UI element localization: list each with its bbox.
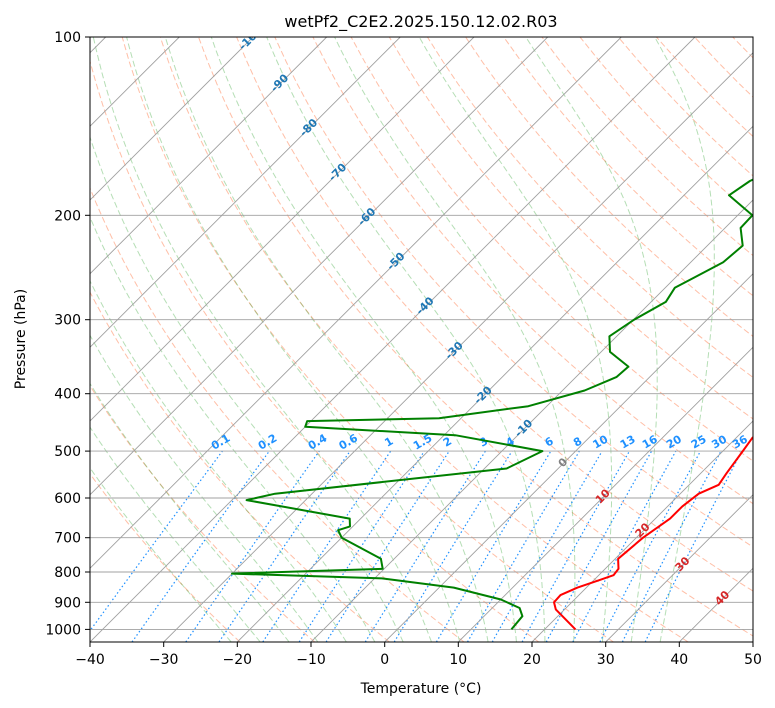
dry-adiabat [312, 37, 753, 505]
x-tick-label: 30 [597, 652, 615, 668]
y-tick-label: 300 [54, 313, 81, 329]
y-tick-label: 400 [54, 387, 81, 403]
mixing-ratio-line [393, 450, 513, 642]
moist-adiabat [126, 37, 461, 642]
x-tick-label: −20 [223, 652, 253, 668]
temperature-line [553, 435, 753, 631]
dry-adiabat [503, 37, 753, 297]
moist-adiabat [654, 37, 715, 642]
y-tick-label: 200 [54, 208, 81, 224]
x-tick-label: 40 [670, 652, 688, 668]
dewpoint-line [231, 178, 753, 631]
y-axis-label: Pressure (hPa) [13, 289, 29, 389]
moist-adiabat [90, 382, 290, 642]
dry-adiabat [274, 37, 753, 548]
x-tick-label: 20 [523, 652, 541, 668]
mixing-ratio-line [262, 450, 392, 642]
isotherm-line [163, 52, 753, 642]
dry-adiabats [90, 37, 753, 642]
dry-adiabat [121, 37, 614, 642]
grid-lines [90, 37, 753, 642]
x-tick-label: −40 [75, 652, 105, 668]
x-tick-label: −30 [149, 652, 179, 668]
isotherm-line [457, 346, 753, 642]
dry-adiabat [90, 472, 241, 642]
mixing-ratio-line [218, 450, 351, 642]
dry-adiabat [465, 37, 753, 338]
sounding-series [231, 178, 753, 631]
y-tick-label: 100 [54, 30, 81, 46]
mixing-ratio-line [185, 450, 320, 642]
x-axis-label: Temperature (°C) [360, 681, 482, 697]
isotherm-line [310, 199, 753, 642]
moist-adiabat [210, 37, 517, 642]
mixing-ratio-lines [90, 450, 743, 642]
dry-adiabat [388, 37, 753, 420]
mixing-ratio-line [90, 450, 223, 632]
moist-adiabat [418, 37, 613, 642]
y-tick-label: 800 [54, 565, 81, 581]
dry-adiabat [236, 37, 753, 592]
mixing-ratio-line [572, 450, 677, 642]
mixing-ratio-line [131, 450, 270, 642]
dry-adiabat [90, 384, 316, 642]
x-tick-label: 10 [449, 652, 467, 668]
dry-adiabat [90, 59, 540, 642]
isotherm-line [384, 273, 753, 642]
y-axis-ticks: 1000 900 800 700 600 500 400 300 200 100 [45, 30, 90, 638]
isotherm-line [90, 37, 328, 275]
moist-adiabat [90, 467, 232, 642]
moist-adiabat [90, 279, 347, 642]
x-axis-ticks: −40 −30 −20 −10 0 10 20 30 40 50 [75, 642, 762, 668]
isotherm-line [90, 37, 696, 642]
isotherm-line [531, 420, 753, 642]
y-tick-label: 1000 [45, 622, 81, 638]
chart-title: wetPf2_C2E2.2025.150.12.02.R03 [284, 12, 557, 32]
isotherm-line [90, 37, 401, 348]
y-tick-label: 900 [54, 595, 81, 611]
mixing-ratio-line [644, 450, 743, 642]
plot-frame [89, 36, 754, 643]
moist-adiabat [525, 37, 658, 642]
mixing-ratio-line [298, 450, 425, 642]
y-tick-label: 500 [54, 444, 81, 460]
moist-adiabat [90, 135, 404, 642]
isotherm-line [236, 125, 753, 642]
moist-adiabat [90, 426, 261, 642]
y-tick-label: 700 [54, 531, 81, 547]
dry-adiabat [90, 186, 465, 642]
mixing-ratio-line [521, 450, 631, 642]
moist-adiabat [334, 37, 576, 642]
x-tick-label: −10 [296, 652, 326, 668]
isotherm-line [90, 37, 475, 422]
mixing-ratio-line [325, 450, 450, 642]
dry-adiabat [350, 37, 753, 462]
moist-adiabat [266, 37, 546, 642]
mixing-ratio-line [545, 450, 653, 642]
isotherm-line [90, 37, 254, 201]
dry-adiabat [159, 37, 689, 642]
dry-adiabat [90, 291, 390, 642]
isotherm-line [90, 37, 549, 496]
x-tick-label: 0 [380, 652, 389, 668]
isotherm-line [90, 37, 622, 569]
isotherm-line [605, 494, 753, 642]
y-tick-label: 600 [54, 491, 81, 507]
moist-adiabat [90, 215, 376, 642]
x-tick-label: 50 [744, 652, 762, 668]
